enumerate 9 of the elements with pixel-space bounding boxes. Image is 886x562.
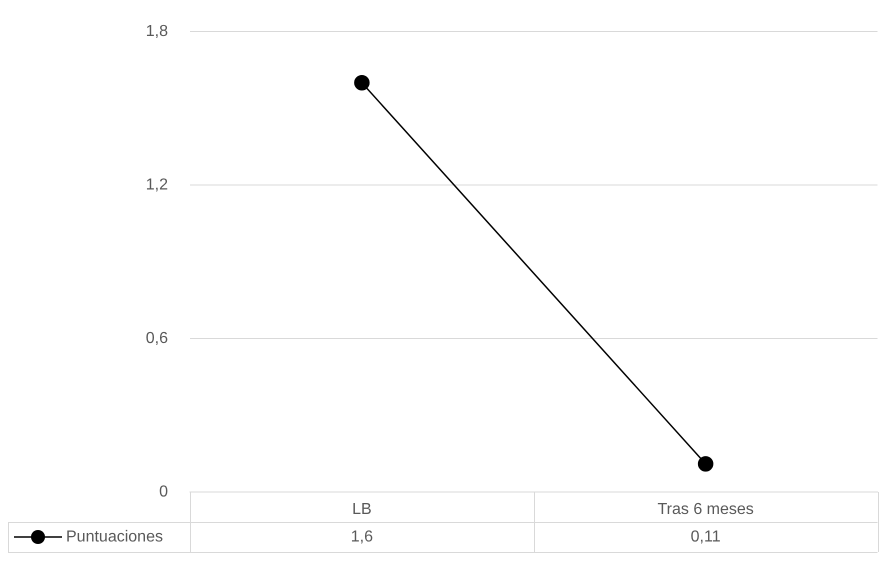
y-tick-label: 0,6 — [146, 330, 168, 347]
y-tick-label: 1,8 — [146, 23, 168, 40]
y-tick-label: 1,2 — [146, 176, 168, 194]
y-tick-label: 0 — [159, 483, 168, 500]
data-label: 1,6 — [350, 528, 374, 546]
x-tick-label: LB — [352, 501, 372, 518]
data-label: 0,11 — [690, 528, 721, 546]
x-tick-label: Tras 6 meses — [657, 501, 754, 518]
legend-label: Puntuaciones — [66, 528, 163, 546]
